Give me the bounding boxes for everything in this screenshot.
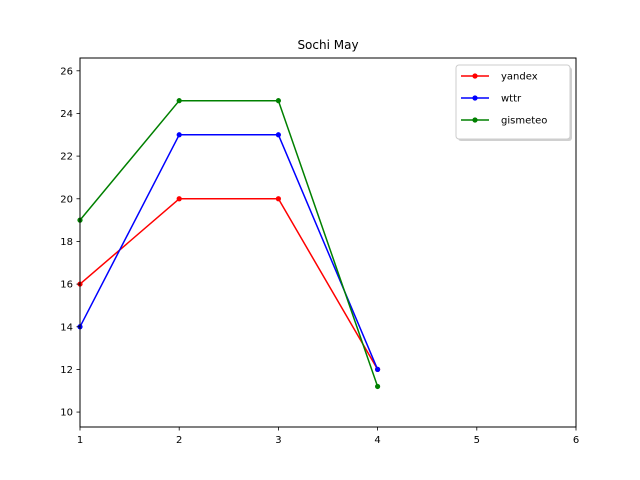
data-point-yandex [275,196,281,202]
y-tick-label: 16 [60,280,73,291]
x-tick-label: 4 [374,435,380,446]
x-tick-label: 5 [474,435,480,446]
legend-label-wttr: wttr [501,94,522,105]
legend: yandex wttr gismeteo [455,64,572,141]
y-tick-label: 24 [60,109,73,120]
data-point-wttr [176,132,182,138]
y-tick-label: 22 [60,152,73,163]
x-tick-label: 6 [573,435,579,446]
y-tick-label: 26 [60,66,73,77]
x-tick-label: 3 [275,435,281,446]
series-line-wttr [79,134,379,370]
legend-label-gismeteo: gismeteo [501,116,547,127]
legend-label-yandex: yandex [501,72,538,83]
data-point-wttr [375,366,381,373]
data-point-gismeteo [375,383,381,390]
x-tick-label: 2 [176,435,182,446]
y-tick-label: 20 [60,194,73,205]
y-tick-label: 18 [60,237,73,248]
legend-marker-wttr [472,95,478,101]
axes-frame [79,57,577,428]
data-point-yandex [176,196,182,202]
y-tick-label: 12 [60,365,73,376]
series-line-gismeteo [79,99,379,387]
legend-marker-yandex [472,73,478,79]
y-tick-label: 14 [60,322,73,333]
data-point-wttr [275,132,281,138]
x-tick-label: 1 [77,435,83,446]
plot-area [77,98,381,390]
data-point-gismeteo [176,98,182,104]
legend-marker-gismeteo [472,117,478,123]
series-line-yandex [79,198,379,370]
y-tick-label: 10 [60,408,73,419]
data-point-gismeteo [275,98,281,104]
chart-title: Sochi May [297,38,358,52]
